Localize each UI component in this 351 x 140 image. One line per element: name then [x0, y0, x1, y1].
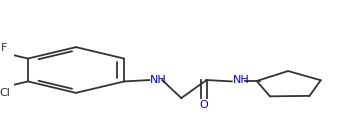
- Text: NH: NH: [150, 75, 167, 85]
- Text: F: F: [1, 43, 7, 53]
- Text: Cl: Cl: [0, 88, 10, 98]
- Text: NH: NH: [233, 75, 250, 85]
- Text: O: O: [199, 100, 208, 110]
